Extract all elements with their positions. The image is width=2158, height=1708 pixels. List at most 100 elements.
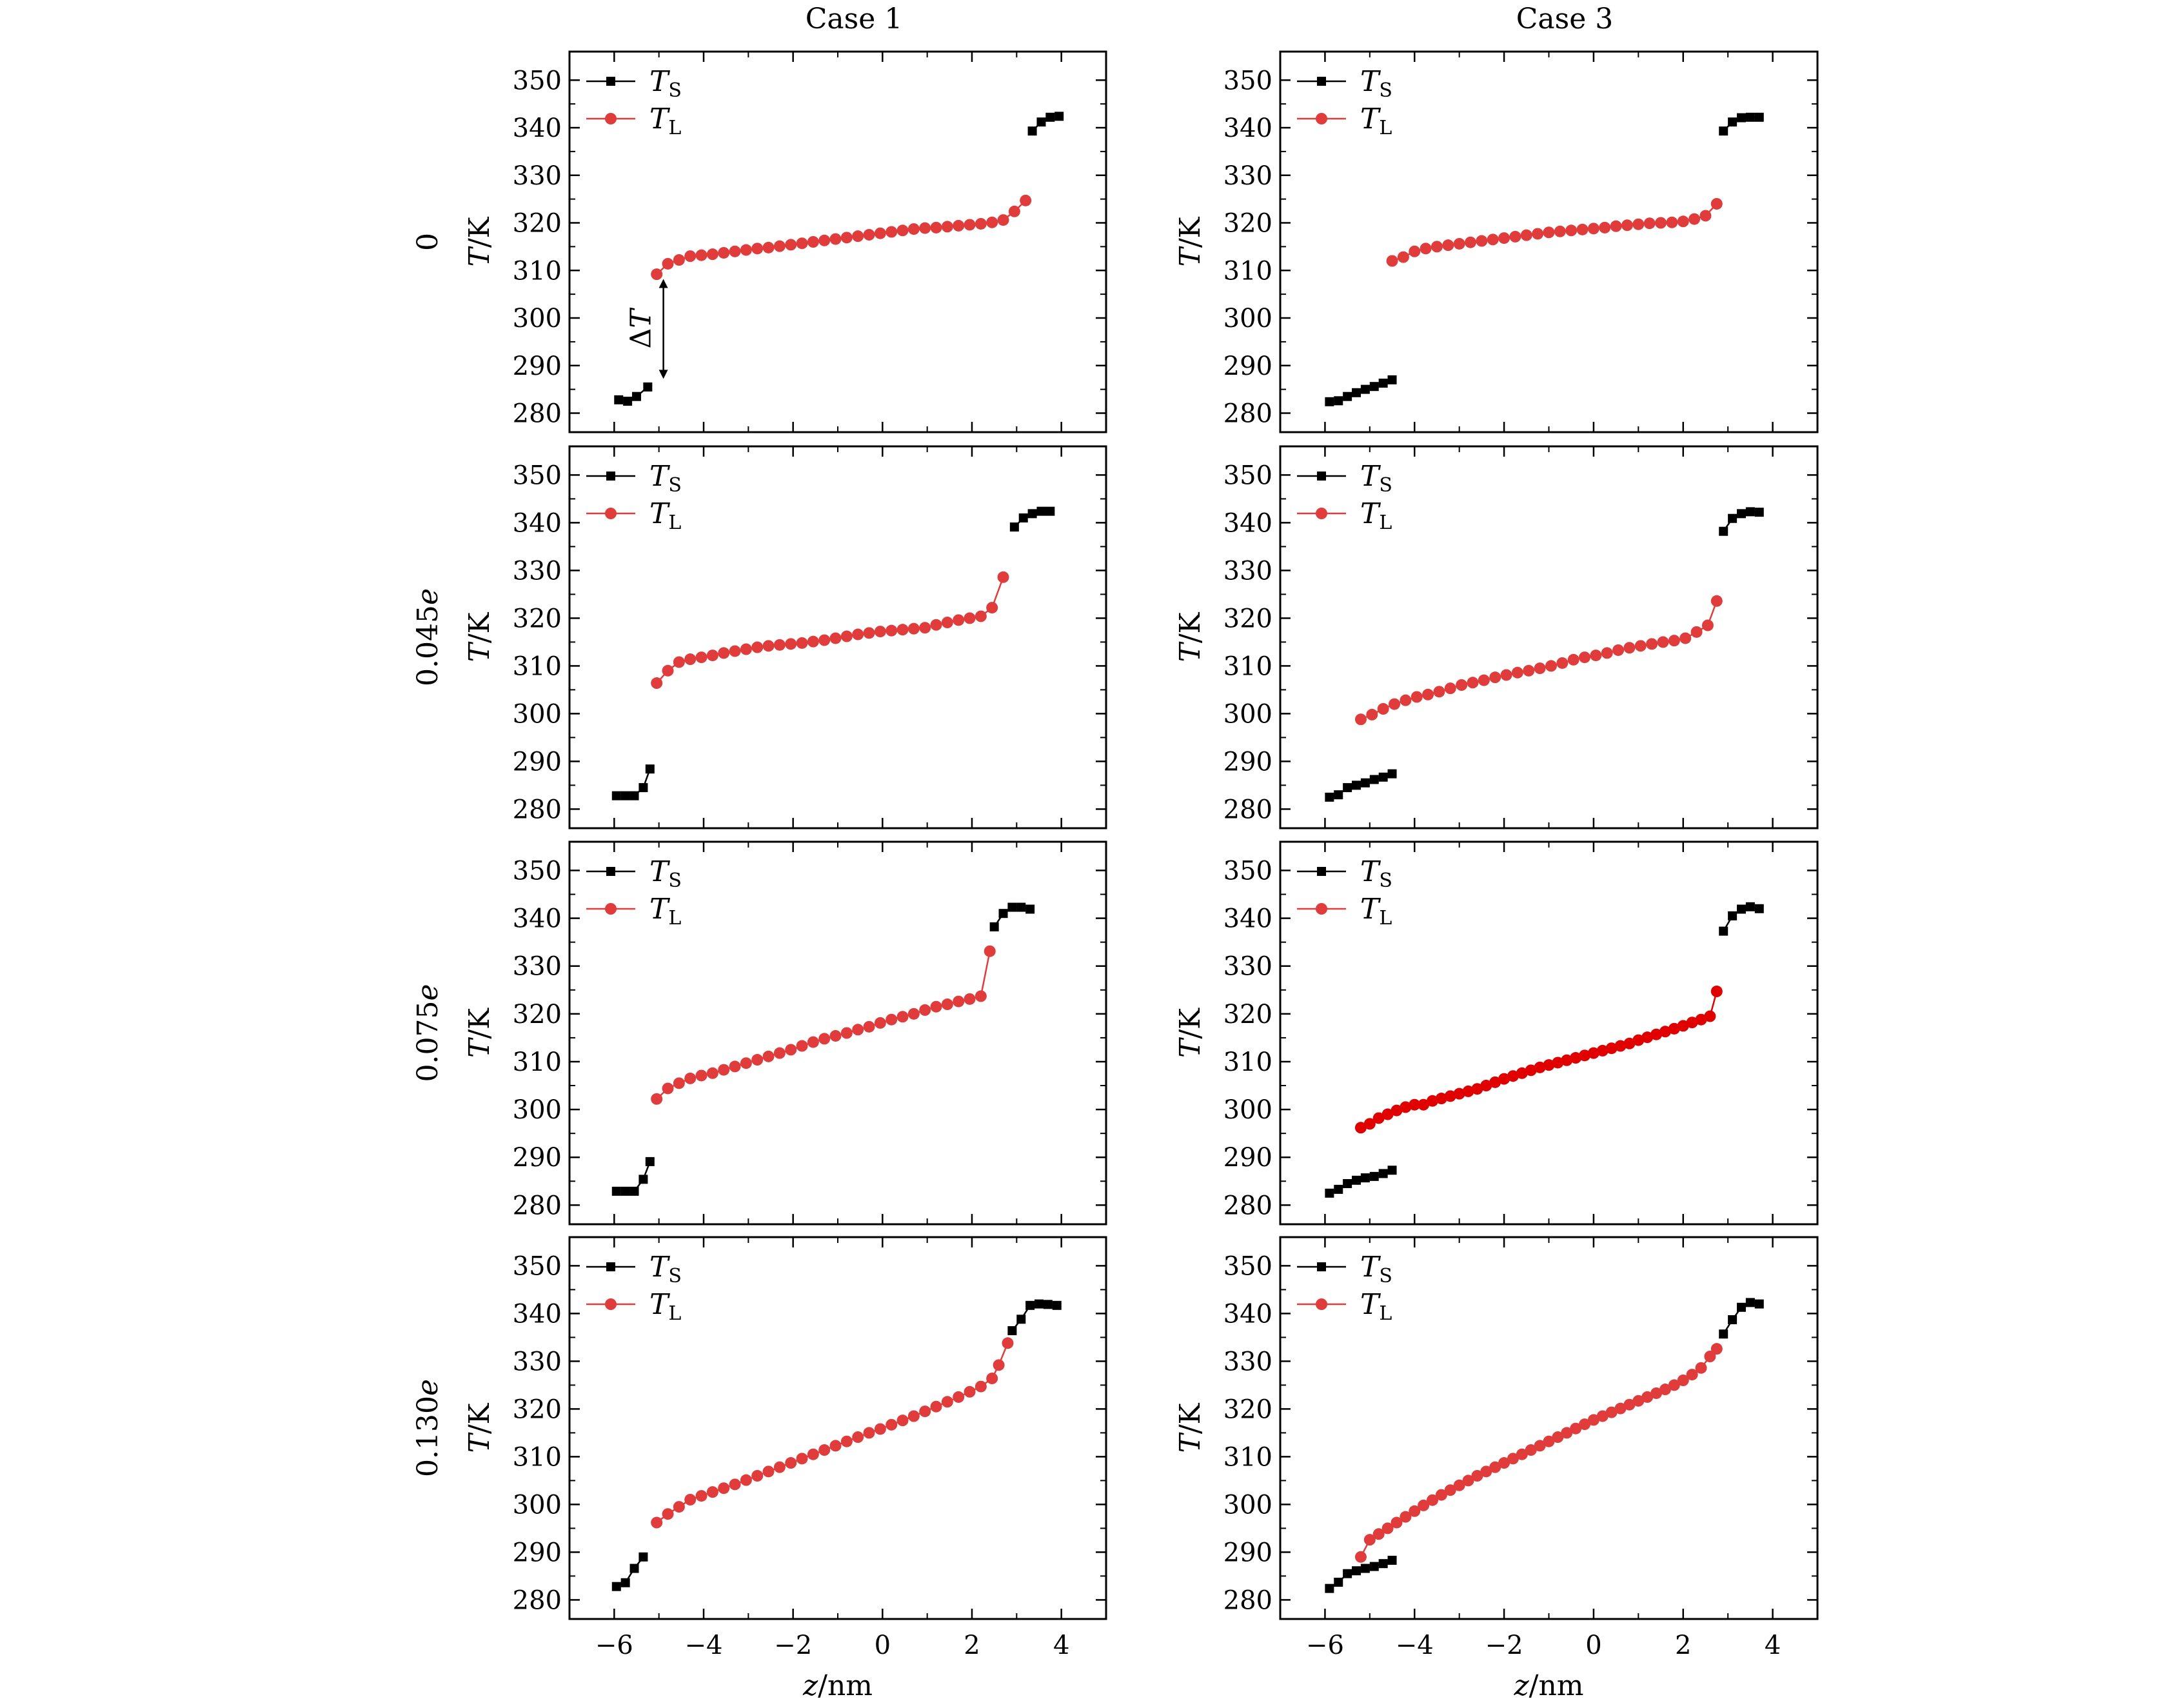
point-TS bbox=[1387, 375, 1397, 384]
legend-entry-TL: TL bbox=[1297, 1288, 1392, 1325]
point-TL bbox=[1381, 1108, 1394, 1120]
point-TL bbox=[1677, 1375, 1689, 1386]
point-TL bbox=[852, 1024, 864, 1036]
x-tick-label: 4 bbox=[1053, 1631, 1069, 1660]
point-TS bbox=[1736, 509, 1746, 519]
point-TL bbox=[1409, 1505, 1421, 1517]
legend-entry-TL: TL bbox=[586, 497, 681, 534]
panel-case-1-row-0-130e: 280 290 300 310 320 330 340 350 −6 −4 −2 0 2 4 T/K 0.13… bbox=[411, 1236, 1107, 1702]
point-TL bbox=[1444, 1484, 1456, 1496]
point-TL bbox=[1666, 216, 1678, 228]
legend-marker bbox=[606, 472, 615, 481]
point-TL bbox=[1659, 1384, 1671, 1396]
point-TL bbox=[1008, 205, 1020, 217]
point-TS bbox=[611, 791, 621, 800]
point-TL bbox=[695, 1069, 708, 1082]
row-label-value: 0.130 bbox=[411, 1396, 444, 1477]
point-TS bbox=[620, 791, 630, 800]
legend-marker bbox=[1317, 77, 1326, 86]
point-TL bbox=[1596, 1410, 1609, 1422]
legend-marker bbox=[606, 1262, 615, 1271]
point-TS bbox=[1036, 117, 1046, 127]
point-TL bbox=[1605, 1042, 1618, 1055]
legend-subscript: S bbox=[668, 474, 682, 497]
point-TS bbox=[1025, 1300, 1035, 1310]
point-TL bbox=[684, 1494, 697, 1505]
point-TL bbox=[1444, 1090, 1456, 1102]
point-TS bbox=[1360, 384, 1370, 394]
point-TL bbox=[1377, 703, 1389, 715]
point-TL bbox=[1507, 1453, 1519, 1465]
point-TL bbox=[729, 645, 741, 657]
point-TL bbox=[1690, 626, 1703, 638]
point-TL bbox=[941, 617, 953, 629]
point-TS bbox=[1009, 522, 1019, 532]
point-TL bbox=[930, 619, 942, 631]
point-TL bbox=[941, 998, 953, 1011]
y-tick-label: 300 bbox=[1223, 304, 1272, 333]
y-tick-label: 340 bbox=[1223, 904, 1272, 934]
point-TL bbox=[1520, 229, 1532, 241]
point-TL bbox=[1570, 1422, 1582, 1435]
legend-subscript: S bbox=[668, 869, 682, 892]
point-TL bbox=[1516, 1448, 1528, 1460]
series-TL bbox=[1386, 198, 1723, 267]
point-TS bbox=[1745, 902, 1755, 911]
point-TL bbox=[1442, 239, 1454, 252]
point-TL bbox=[1634, 640, 1647, 652]
point-TL bbox=[1453, 1479, 1465, 1491]
point-TS bbox=[1754, 112, 1764, 122]
x-axis-label-unit: /nm bbox=[1529, 1669, 1584, 1702]
y-tick-label: 310 bbox=[1223, 256, 1272, 286]
point-TL bbox=[684, 653, 697, 666]
series-TL bbox=[651, 194, 1032, 281]
point-TL bbox=[1668, 1022, 1680, 1035]
point-TS bbox=[645, 764, 655, 774]
point-TL bbox=[975, 990, 987, 1002]
point-TS bbox=[1352, 388, 1361, 397]
y-tick-label: 320 bbox=[513, 1000, 562, 1029]
point-TL bbox=[1430, 241, 1443, 253]
point-TL bbox=[1363, 1118, 1376, 1130]
point-TL bbox=[1489, 1461, 1501, 1473]
row-label-charge: e bbox=[411, 984, 444, 1000]
point-TS bbox=[1027, 509, 1037, 519]
point-TL bbox=[1695, 1013, 1707, 1026]
point-TL bbox=[1710, 198, 1723, 210]
point-TL bbox=[986, 602, 998, 614]
point-TL bbox=[740, 1057, 752, 1069]
point-TL bbox=[840, 1435, 853, 1447]
legend-label: TL bbox=[649, 1288, 681, 1325]
y-tick-label: 310 bbox=[1223, 1048, 1272, 1077]
point-TL bbox=[807, 635, 819, 648]
point-TS bbox=[1736, 904, 1746, 914]
point-TL bbox=[997, 571, 1009, 583]
point-TL bbox=[1554, 225, 1566, 237]
point-TL bbox=[1435, 1093, 1447, 1105]
legend-label: TL bbox=[1360, 893, 1392, 929]
legend-symbol: T bbox=[649, 1251, 671, 1284]
point-TL bbox=[751, 243, 764, 255]
legend-entry-TS: TS bbox=[1297, 460, 1392, 497]
point-TL bbox=[1543, 226, 1555, 239]
y-tick-label: 340 bbox=[513, 508, 562, 538]
point-TL bbox=[1699, 210, 1712, 222]
point-TS bbox=[1334, 396, 1343, 406]
point-TL bbox=[1480, 1080, 1492, 1092]
legend-subscript: L bbox=[1379, 1302, 1392, 1325]
point-TL bbox=[1552, 1431, 1564, 1444]
point-TL bbox=[1523, 664, 1535, 677]
point-TL bbox=[1567, 653, 1579, 666]
legend-marker bbox=[605, 903, 617, 915]
legend-symbol: T bbox=[649, 460, 671, 493]
y-axis-label-symbol: T bbox=[1174, 1037, 1207, 1058]
point-TS bbox=[1369, 775, 1379, 784]
point-TL bbox=[1422, 688, 1434, 700]
y-tick-label: 300 bbox=[513, 1490, 562, 1520]
point-TL bbox=[1599, 221, 1611, 233]
point-TL bbox=[1366, 708, 1378, 720]
point-TS bbox=[1325, 792, 1334, 802]
legend-symbol: T bbox=[1360, 893, 1381, 926]
series-TS bbox=[1325, 507, 1764, 802]
